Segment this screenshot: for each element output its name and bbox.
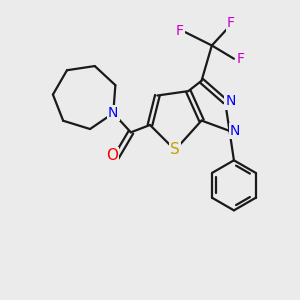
Text: F: F: [176, 24, 184, 38]
Text: F: F: [236, 52, 244, 66]
Text: S: S: [170, 142, 180, 158]
Text: N: N: [230, 124, 240, 138]
Text: O: O: [106, 148, 118, 164]
Text: F: F: [227, 16, 235, 30]
Text: N: N: [225, 94, 236, 108]
Text: N: N: [108, 106, 119, 120]
